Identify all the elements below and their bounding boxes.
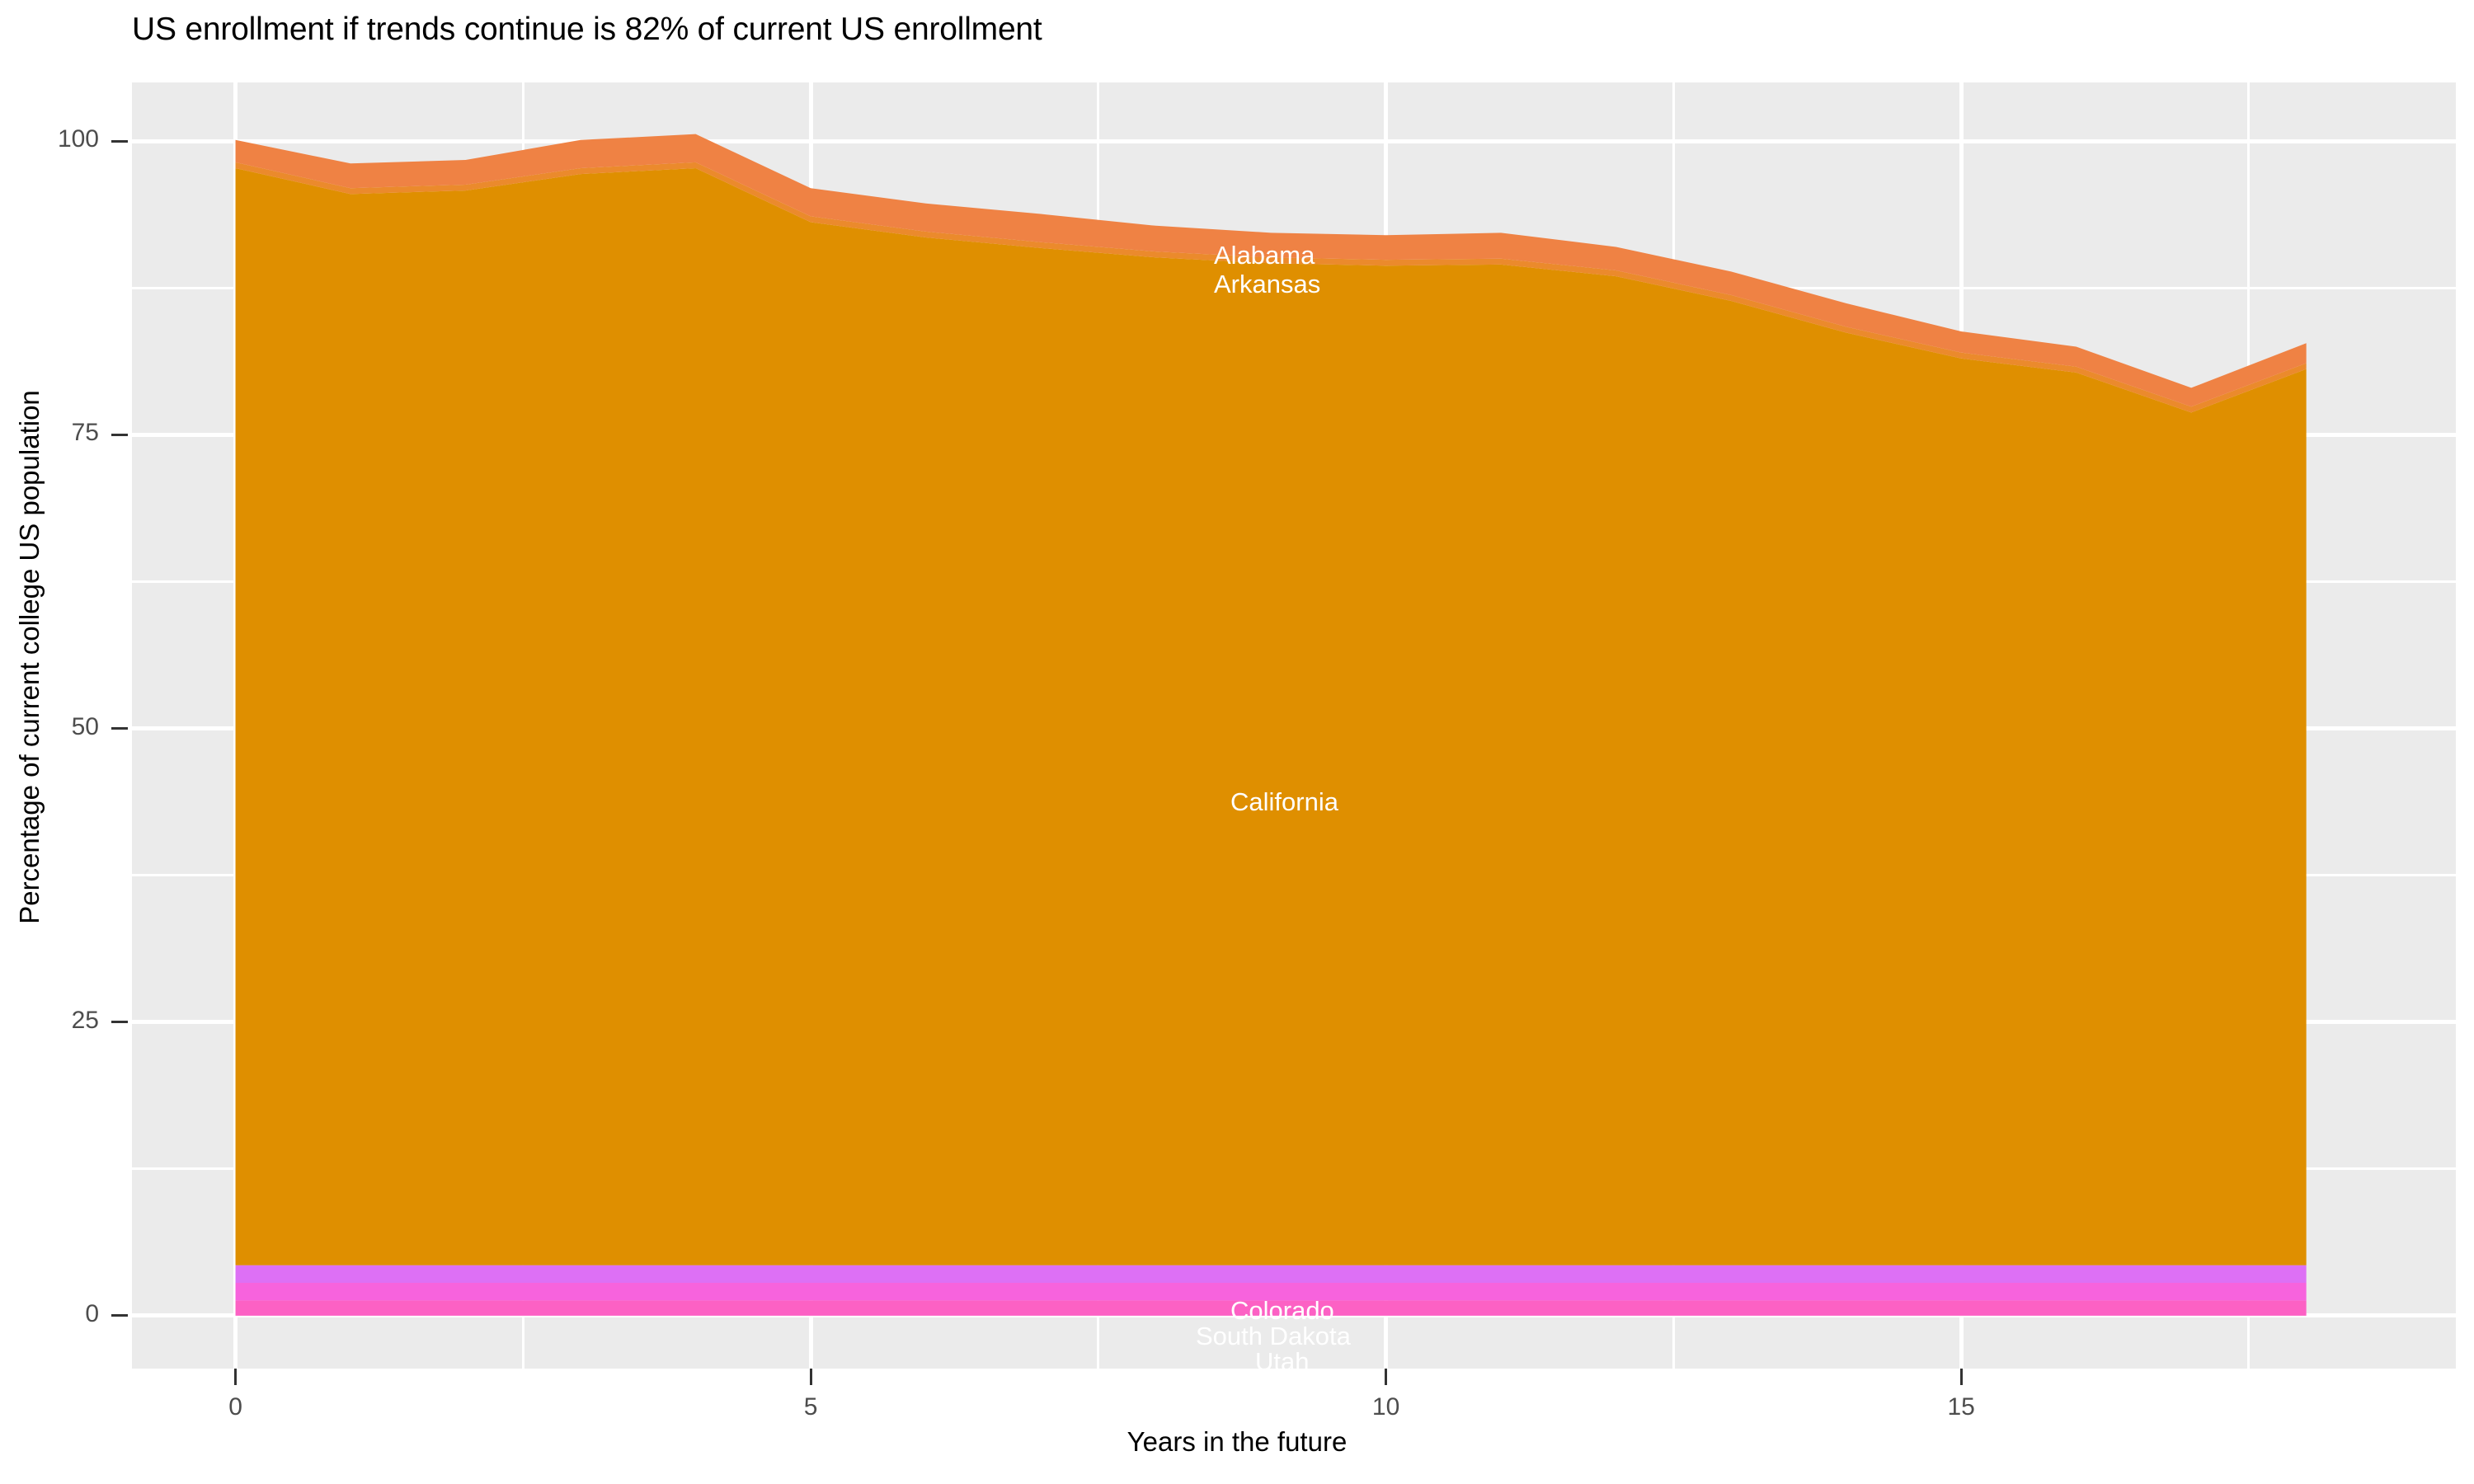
- x-axis-tick-label: 0: [228, 1393, 242, 1421]
- x-axis-tick-label: 15: [1947, 1393, 1975, 1421]
- y-axis-title: Percentage of current college US populat…: [14, 390, 45, 924]
- y-axis-tick-label: 0: [85, 1299, 99, 1327]
- y-axis-tick-label: 75: [71, 419, 99, 447]
- area-series-arkansas: [235, 162, 2307, 413]
- y-axis-tick: [111, 139, 128, 143]
- area-series-layer: [235, 134, 2307, 1316]
- x-axis-tick: [1959, 1369, 1963, 1385]
- chart-title: US enrollment if trends continue is 82% …: [132, 12, 1042, 47]
- x-axis-tick-label: 10: [1371, 1393, 1400, 1421]
- area-series-south-dakota: [235, 1283, 2307, 1301]
- y-axis-tick: [111, 727, 128, 730]
- x-axis-tick: [234, 1369, 238, 1385]
- x-axis-tick-label: 5: [803, 1393, 818, 1421]
- gridline-x-major: [233, 82, 238, 1369]
- plot-panel: [132, 82, 2456, 1369]
- area-series-utah: [235, 1300, 2307, 1316]
- x-axis-tick: [1385, 1369, 1388, 1385]
- x-axis-title: Years in the future: [1126, 1426, 1348, 1457]
- y-axis-tick-label: 50: [71, 712, 99, 740]
- y-axis-tick-label: 100: [57, 125, 99, 153]
- y-axis-tick: [111, 433, 128, 436]
- area-series-california: [235, 168, 2307, 1266]
- gridline-y-major: [132, 139, 2456, 143]
- y-axis-tick-label: 25: [71, 1006, 99, 1034]
- y-axis-tick: [111, 1021, 128, 1024]
- y-axis-tick: [111, 1314, 128, 1317]
- area-series-colorado: [235, 1265, 2307, 1283]
- x-axis-tick: [809, 1369, 812, 1385]
- area-series-alabama: [235, 134, 2307, 407]
